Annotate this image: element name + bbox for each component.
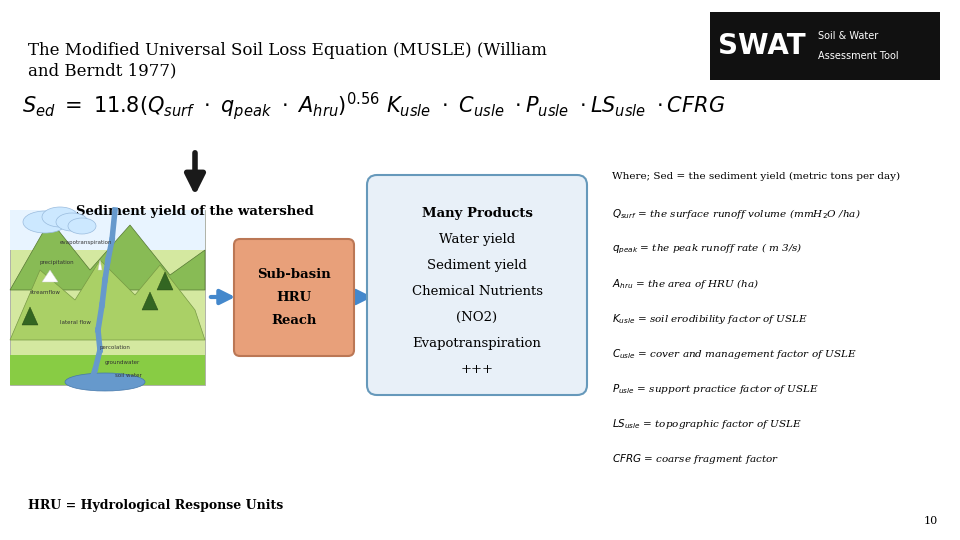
Text: The Modified Universal Soil Loss Equation (MUSLE) (William: The Modified Universal Soil Loss Equatio…: [28, 42, 547, 59]
Text: Water yield: Water yield: [439, 233, 516, 246]
Text: HRU: HRU: [276, 291, 312, 304]
Text: Where; Sed = the sediment yield (metric tons per day): Where; Sed = the sediment yield (metric …: [612, 172, 900, 181]
Text: Sub-basin: Sub-basin: [257, 268, 331, 281]
Ellipse shape: [68, 218, 96, 234]
Text: $A_{hru}$ = the area of HRU (ha): $A_{hru}$ = the area of HRU (ha): [612, 277, 759, 291]
Polygon shape: [98, 260, 102, 270]
Text: Sediment yield: Sediment yield: [427, 259, 527, 272]
Polygon shape: [10, 220, 205, 290]
Text: $P_{usle}$ = support practice factor of USLE: $P_{usle}$ = support practice factor of …: [612, 382, 819, 396]
Text: +++: +++: [461, 363, 493, 376]
Text: Sediment yield of the watershed: Sediment yield of the watershed: [76, 205, 314, 218]
Text: Many Products: Many Products: [421, 207, 533, 220]
Text: Reach: Reach: [272, 314, 317, 327]
Text: $LS_{usle}$ = topographic factor of USLE: $LS_{usle}$ = topographic factor of USLE: [612, 417, 802, 431]
Polygon shape: [142, 292, 158, 310]
Text: soil water: soil water: [115, 373, 142, 378]
Ellipse shape: [56, 213, 88, 231]
Text: $K_{usle}$ = soil erodibility factor of USLE: $K_{usle}$ = soil erodibility factor of …: [612, 312, 808, 326]
Text: and Berndt 1977): and Berndt 1977): [28, 62, 177, 79]
Text: lateral flow: lateral flow: [60, 320, 91, 325]
Text: SWAT: SWAT: [718, 32, 805, 60]
Polygon shape: [42, 270, 58, 282]
Text: 10: 10: [924, 516, 938, 526]
Bar: [10, 210, 205, 250]
Bar: [10, 355, 205, 385]
Polygon shape: [10, 260, 205, 340]
Text: $C_{usle}$ = cover and management factor of USLE: $C_{usle}$ = cover and management factor…: [612, 347, 856, 361]
Bar: [10, 210, 205, 385]
FancyBboxPatch shape: [234, 239, 354, 356]
Bar: [710, 12, 940, 80]
Text: evapotranspiration: evapotranspiration: [60, 240, 112, 245]
Text: HRU = Hydrological Response Units: HRU = Hydrological Response Units: [28, 499, 283, 512]
Text: $\mathit{S}_{ed}$ $=\ 11.8(Q_{surf}\ \cdot\ q_{peak}\ \cdot\ A_{hru})^{0.56}$$\ : $\mathit{S}_{ed}$ $=\ 11.8(Q_{surf}\ \cd…: [22, 90, 725, 122]
Text: $Q_{surf}$ = the surface runoff volume (mmH$_2$O /ha): $Q_{surf}$ = the surface runoff volume (…: [612, 207, 861, 221]
Text: percolation: percolation: [100, 345, 131, 350]
Text: precipitation: precipitation: [40, 260, 75, 265]
Ellipse shape: [65, 373, 145, 391]
Text: Chemical Nutrients: Chemical Nutrients: [412, 285, 542, 298]
Text: Assessment Tool: Assessment Tool: [818, 51, 899, 61]
Text: streamflow: streamflow: [30, 290, 60, 295]
Text: $CFRG$ = coarse fragment factor: $CFRG$ = coarse fragment factor: [612, 452, 780, 466]
Ellipse shape: [23, 211, 67, 233]
Polygon shape: [157, 272, 173, 290]
Polygon shape: [22, 307, 38, 325]
Text: (NO2): (NO2): [456, 311, 497, 324]
FancyBboxPatch shape: [367, 175, 587, 395]
Text: $q_{peak}$ = the peak runoff rate ( m 3/s): $q_{peak}$ = the peak runoff rate ( m 3/…: [612, 242, 803, 256]
Ellipse shape: [42, 207, 78, 227]
Text: Soil & Water: Soil & Water: [818, 31, 878, 41]
Text: Evapotranspiration: Evapotranspiration: [413, 337, 541, 350]
Text: groundwater: groundwater: [105, 360, 140, 365]
